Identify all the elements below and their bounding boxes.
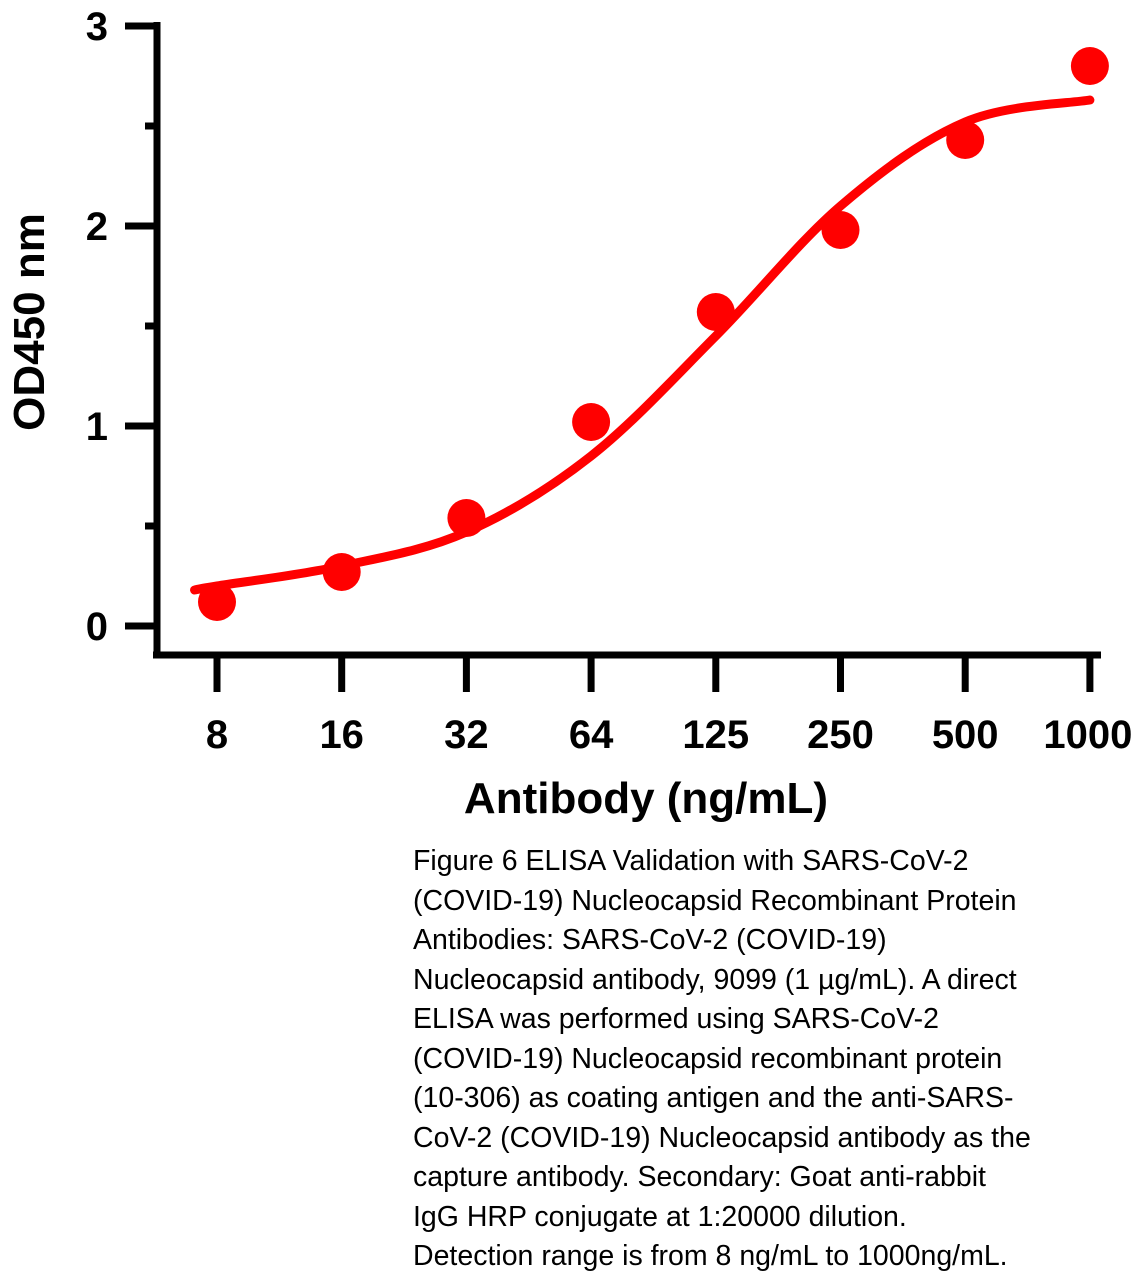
data-point xyxy=(447,499,486,537)
x-tick-label: 64 xyxy=(569,713,614,757)
data-point xyxy=(198,583,236,621)
figure-caption: Figure 6 ELISA Validation with SARS-CoV-… xyxy=(413,845,1031,1272)
data-point xyxy=(696,293,735,331)
data-point xyxy=(946,121,985,159)
x-tick-label: 16 xyxy=(319,713,364,757)
x-tick-label: 500 xyxy=(932,713,999,757)
data-points-layer xyxy=(198,47,1109,621)
x-axis-title: Antibody (ng/mL) xyxy=(464,774,828,823)
y-tick-label: 1 xyxy=(86,405,108,449)
axes xyxy=(125,22,1101,692)
y-tick-label: 0 xyxy=(86,605,108,649)
x-tick-label: 32 xyxy=(444,713,489,757)
y-tick-label: 3 xyxy=(86,5,108,49)
fit-curve xyxy=(190,95,1095,595)
x-tick-label: 1000 xyxy=(1043,713,1132,757)
fit-curve-layer xyxy=(190,95,1095,595)
x-tick-label: 250 xyxy=(807,713,874,757)
data-point xyxy=(1070,47,1109,85)
data-point xyxy=(322,553,361,591)
y-axis-title: OD450 nm xyxy=(5,213,54,431)
y-tick-label: 2 xyxy=(86,205,108,249)
tick-labels: 0 1 2 3 8 16 32 64 125 250 500 1000 xyxy=(86,5,1133,757)
elisa-chart: 0 1 2 3 8 16 32 64 125 250 500 1000 Antibody (ng/mL… xyxy=(5,5,1133,823)
x-tick-label: 125 xyxy=(682,713,749,757)
x-tick-label: 8 xyxy=(206,713,228,757)
data-point xyxy=(572,403,611,441)
data-point xyxy=(821,211,860,249)
